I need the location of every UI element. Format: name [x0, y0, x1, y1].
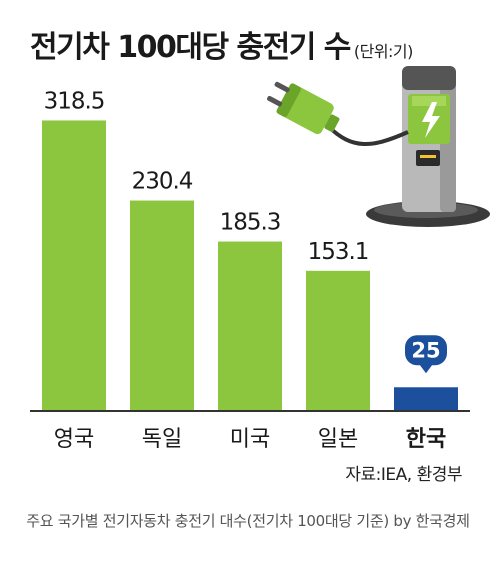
- bar-2: [130, 200, 194, 410]
- ev-charger-icon: [366, 66, 490, 227]
- value-label-3: 185.3: [220, 210, 281, 236]
- category-label-3: 미국: [230, 427, 270, 452]
- value-label-5: 25: [411, 338, 440, 362]
- highlight-label-bubble: [405, 335, 447, 374]
- bar-chart: 318.5 230.4 185.3 153.1 25 영국 독일 미국 일본 한국: [30, 66, 490, 452]
- image-caption: 주요 국가별 전기자동차 충전기 대수(전기차 100대당 기준) by 한국경…: [26, 512, 470, 530]
- bars-group: [42, 120, 458, 411]
- category-label-1: 영국: [54, 427, 94, 452]
- category-label-4: 일본: [318, 427, 358, 452]
- category-label-5: 한국: [406, 427, 446, 452]
- unit-label: (단위:기): [353, 42, 414, 61]
- chart-title: 전기차 100대당 충전기 수 (단위:기): [30, 22, 413, 66]
- value-labels-group: 318.5 230.4 185.3 153.1 25: [44, 88, 447, 374]
- source-note: 자료:IEA, 환경부: [345, 465, 462, 485]
- bar-4: [306, 270, 370, 410]
- chart-title-text: 전기차 100대당 충전기 수: [30, 30, 351, 65]
- bar-3: [218, 241, 282, 410]
- value-label-4: 153.1: [308, 239, 369, 265]
- bar-5: [394, 387, 458, 410]
- charging-plug-icon: [267, 81, 409, 146]
- value-label-2: 230.4: [132, 169, 193, 195]
- bar-1: [42, 120, 106, 411]
- category-labels-group: 영국 독일 미국 일본 한국: [54, 427, 446, 452]
- category-label-2: 독일: [142, 427, 182, 452]
- value-label-1: 318.5: [44, 88, 105, 114]
- lightning-bolt-icon: [422, 102, 440, 138]
